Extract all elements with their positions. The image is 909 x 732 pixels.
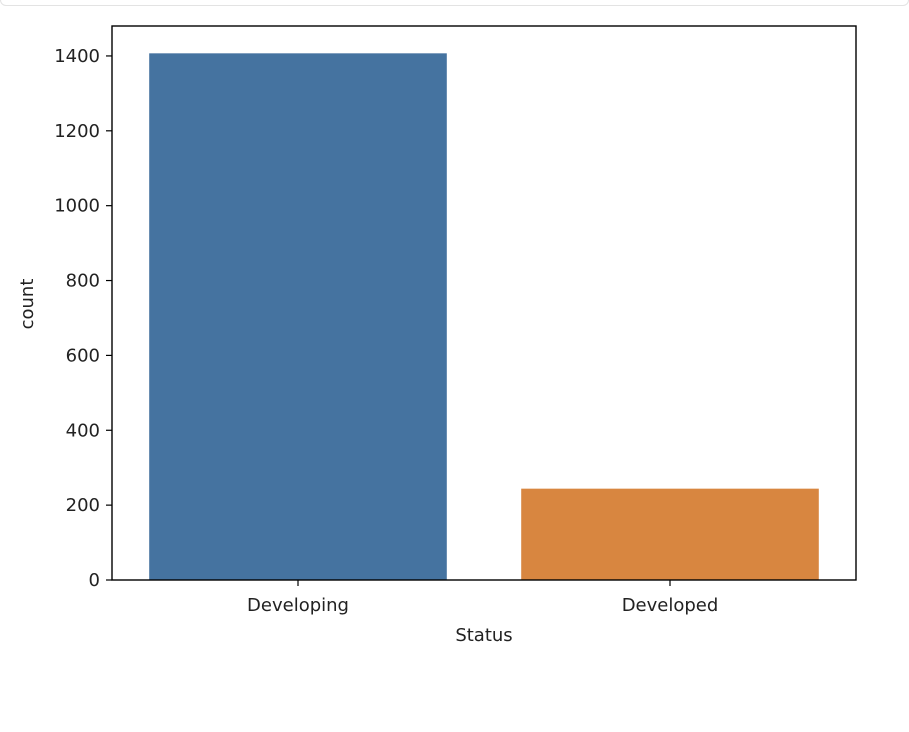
- bar-developing: [149, 53, 447, 580]
- y-tick-label: 0: [89, 570, 100, 591]
- x-axis-label: Status: [455, 625, 512, 646]
- y-tick-label: 1200: [54, 121, 100, 142]
- x-tick-label: Developed: [622, 595, 719, 616]
- y-tick-label: 400: [66, 420, 100, 441]
- y-axis-ticks: 0 200 400 600 800 1000 1200 1400: [54, 46, 112, 591]
- y-tick-label: 1000: [54, 196, 100, 217]
- y-tick-label: 600: [66, 345, 100, 366]
- y-tick-label: 1400: [54, 46, 100, 67]
- plot-area-frame: [111, 25, 857, 581]
- bars-group: [149, 53, 819, 580]
- x-axis-ticks: Developing Developed: [247, 580, 718, 616]
- x-tick-label: Developing: [247, 595, 349, 616]
- y-axis-label: count: [17, 279, 38, 330]
- bar-developed: [521, 488, 819, 580]
- y-tick-label: 200: [66, 495, 100, 516]
- y-tick-label: 800: [66, 271, 100, 292]
